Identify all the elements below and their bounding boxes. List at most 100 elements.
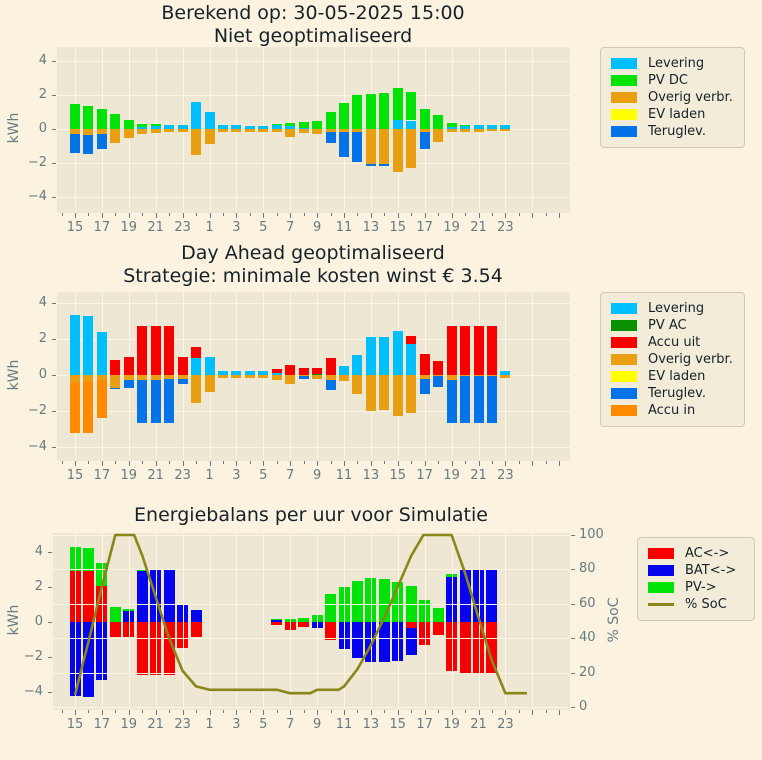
bar-levering [460,126,471,129]
xtick-label: 9 [312,717,322,732]
xtick-label: 21 [470,220,487,235]
xtick-major [424,710,426,715]
bar-overig [392,129,403,173]
bar-pv [298,617,310,622]
xtick-major [397,710,399,715]
bar-overig [164,375,175,379]
gridline-horizontal [57,61,570,62]
xtick-label: 21 [147,717,164,732]
xtick-minor [330,213,332,216]
bar-ac [163,622,175,675]
ytick-label: −2 [27,403,47,418]
bar-accu_uit [486,325,497,375]
bar-accu_in [83,381,94,434]
ytick-mark [52,61,56,62]
ytick-mark [52,339,56,340]
legend-label: Overig verbr. [648,90,733,105]
ytick-mark [48,552,52,553]
ytick-label: 0 [34,614,43,629]
bar-overig [486,375,497,376]
xtick-major [263,710,265,715]
xtick-minor [518,461,520,464]
ytick-label: −2 [27,155,47,170]
bar-overig [339,375,349,382]
bar-overig [204,375,215,393]
xtick-minor [491,461,493,464]
bar-levering [258,125,269,129]
bar-ac [432,622,444,636]
bar-levering [204,112,215,129]
bar-overig [217,375,228,378]
legend-label: BAT<-> [685,563,737,578]
xtick-minor [61,213,63,216]
kwh-axis-label: kWh [6,359,22,390]
legend-swatch-accu-in [611,405,637,416]
bar-pv_dc [110,113,121,129]
xtick-major [317,461,319,466]
gridline-vertical [532,292,534,461]
xtick-label: 13 [362,468,380,483]
legend-item: PV DC [611,72,734,89]
soc-tick-mark [571,638,575,640]
xtick-minor [88,461,90,464]
bar-pv_dc [271,123,282,125]
ytick-mark [52,197,56,198]
bar-levering [204,357,215,375]
xtick-major [424,213,426,218]
bar-accu_uit [150,325,161,375]
ytick-mark [52,95,56,96]
bar-overig [446,375,457,380]
xtick-major [209,461,211,466]
chart3-title: Energiebalans per uur voor Simulatie [11,504,611,527]
xtick-major [182,213,184,218]
legend-swatch-levering [611,303,637,314]
bar-levering [70,314,80,375]
xtick-minor [115,213,117,216]
bar-overig [204,129,215,145]
xtick-label: 1 [205,468,214,483]
ytick-mark [48,657,52,658]
bar-overig [244,375,255,378]
xtick-minor [545,213,547,216]
bar-pv_dc [433,115,444,129]
ytick-mark [48,587,52,588]
ytick-mark [52,447,56,448]
xtick-major [478,213,480,218]
bar-levering [258,370,269,375]
bar-pv_dc [123,119,134,129]
chart1-title-line2: Niet geoptimaliseerd [213,25,413,47]
xtick-minor [465,710,467,713]
soc-axis-label: % SoC [606,597,622,642]
xtick-minor [384,710,386,713]
bar-pv [432,608,444,622]
bar-levering [150,126,161,129]
xtick-minor [303,213,305,216]
bar-ac [298,622,310,628]
bar-levering [191,101,202,129]
xtick-label: 3 [232,717,241,732]
xtick-minor [330,710,332,713]
bar-overig [217,129,228,132]
bars-layer [57,292,570,461]
bar-pv [271,618,283,621]
bars-layer [57,47,570,213]
legend-label: % SoC [685,597,727,612]
xtick-label: 15 [66,717,84,732]
xtick-minor [142,710,144,713]
bar-pv [136,570,148,572]
xtick-major [263,461,265,466]
xtick-label: 13 [362,220,380,235]
bar-levering [83,315,94,375]
bar-levering [392,330,403,375]
soc-tick-mark [571,707,575,708]
xtick-minor [249,213,251,216]
bar-accu_uit [110,359,121,375]
xtick-label: 19 [120,717,138,732]
ytick-label: −2 [23,649,43,664]
xtick-minor [88,710,90,713]
xtick-label: 17 [416,468,433,483]
xtick-label: 9 [312,220,322,235]
bar-overig [285,375,296,384]
bar-pv [378,579,390,622]
xtick-minor [142,461,144,464]
